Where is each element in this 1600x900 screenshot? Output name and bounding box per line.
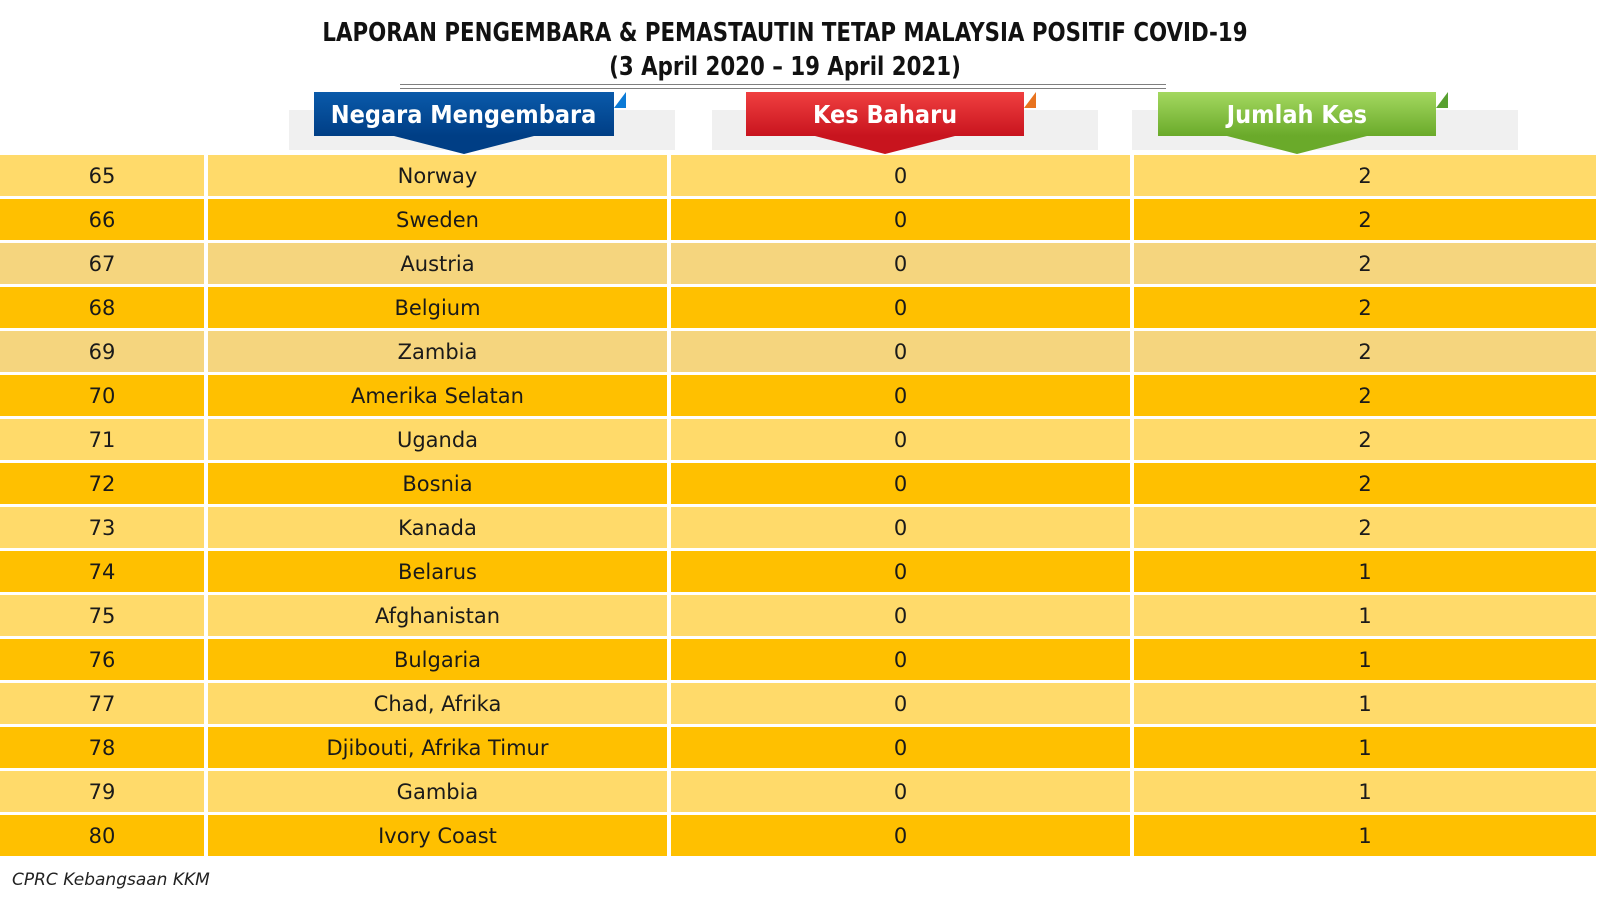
country-cell: Ivory Coast xyxy=(208,815,667,856)
country-cell: Norway xyxy=(208,155,667,196)
table-row: 79 Gambia 0 1 xyxy=(0,771,1600,812)
row-number: 66 xyxy=(0,199,204,240)
country-cell: Zambia xyxy=(208,331,667,372)
header-country-label: Negara Mengembara xyxy=(331,99,597,129)
country-cell: Sweden xyxy=(208,199,667,240)
country-cell: Uganda xyxy=(208,419,667,460)
table-row: 80 Ivory Coast 0 1 xyxy=(0,815,1600,856)
report-title-line1: LAPORAN PENGEMBARA & PEMASTAUTIN TETAP M… xyxy=(322,18,1248,48)
total-cases-cell: 1 xyxy=(1134,595,1596,636)
table-row: 68 Belgium 0 2 xyxy=(0,287,1600,328)
row-number: 77 xyxy=(0,683,204,724)
new-cases-cell: 0 xyxy=(671,419,1130,460)
row-number: 65 xyxy=(0,155,204,196)
total-cases-cell: 2 xyxy=(1134,243,1596,284)
header-country-fold xyxy=(614,92,626,108)
table-row: 75 Afghanistan 0 1 xyxy=(0,595,1600,636)
header-country: Negara Mengembara xyxy=(314,92,626,136)
country-cell: Gambia xyxy=(208,771,667,812)
country-cell: Djibouti, Afrika Timur xyxy=(208,727,667,768)
country-cell: Belarus xyxy=(208,551,667,592)
total-cases-cell: 2 xyxy=(1134,287,1596,328)
row-number: 70 xyxy=(0,375,204,416)
new-cases-cell: 0 xyxy=(671,463,1130,504)
table-row: 77 Chad, Afrika 0 1 xyxy=(0,683,1600,724)
table-row: 66 Sweden 0 2 xyxy=(0,199,1600,240)
total-cases-cell: 2 xyxy=(1134,463,1596,504)
table-row: 78 Djibouti, Afrika Timur 0 1 xyxy=(0,727,1600,768)
row-number: 69 xyxy=(0,331,204,372)
total-cases-cell: 2 xyxy=(1134,331,1596,372)
row-number: 75 xyxy=(0,595,204,636)
country-cell: Afghanistan xyxy=(208,595,667,636)
total-cases-cell: 2 xyxy=(1134,199,1596,240)
table-row: 71 Uganda 0 2 xyxy=(0,419,1600,460)
total-cases-cell: 1 xyxy=(1134,727,1596,768)
table-row: 70 Amerika Selatan 0 2 xyxy=(0,375,1600,416)
total-cases-cell: 1 xyxy=(1134,815,1596,856)
new-cases-cell: 0 xyxy=(671,243,1130,284)
new-cases-cell: 0 xyxy=(671,375,1130,416)
country-cell: Chad, Afrika xyxy=(208,683,667,724)
new-cases-cell: 0 xyxy=(671,331,1130,372)
row-number: 71 xyxy=(0,419,204,460)
new-cases-cell: 0 xyxy=(671,287,1130,328)
table-row: 74 Belarus 0 1 xyxy=(0,551,1600,592)
table-row: 69 Zambia 0 2 xyxy=(0,331,1600,372)
row-number: 67 xyxy=(0,243,204,284)
row-number: 68 xyxy=(0,287,204,328)
report-date-range: (3 April 2020 – 19 April 2021) xyxy=(609,52,961,82)
cases-table: 65 Norway 0 2 66 Sweden 0 2 67 Austria 0 2 68 Belgium… xyxy=(0,155,1600,859)
total-cases-cell: 1 xyxy=(1134,771,1596,812)
total-cases-cell: 2 xyxy=(1134,419,1596,460)
total-cases-cell: 2 xyxy=(1134,507,1596,548)
header-total-cases-label: Jumlah Kes xyxy=(1226,99,1368,129)
new-cases-cell: 0 xyxy=(671,155,1130,196)
total-cases-cell: 2 xyxy=(1134,375,1596,416)
new-cases-cell: 0 xyxy=(671,551,1130,592)
header-total-cases: Jumlah Kes xyxy=(1158,92,1448,136)
header-new-cases: Kes Baharu xyxy=(746,92,1036,136)
new-cases-cell: 0 xyxy=(671,507,1130,548)
country-cell: Belgium xyxy=(208,287,667,328)
new-cases-cell: 0 xyxy=(671,815,1130,856)
title-underline xyxy=(400,84,1166,89)
country-cell: Bulgaria xyxy=(208,639,667,680)
report-title: LAPORAN PENGEMBARA & PEMASTAUTIN TETAP M… xyxy=(0,16,1570,84)
new-cases-cell: 0 xyxy=(671,199,1130,240)
row-number: 80 xyxy=(0,815,204,856)
header-new-cases-fold xyxy=(1024,92,1036,108)
row-number: 79 xyxy=(0,771,204,812)
total-cases-cell: 1 xyxy=(1134,639,1596,680)
header-new-cases-label: Kes Baharu xyxy=(812,99,958,129)
row-number: 72 xyxy=(0,463,204,504)
country-cell: Bosnia xyxy=(208,463,667,504)
row-number: 76 xyxy=(0,639,204,680)
header-total-cases-fold xyxy=(1436,92,1448,108)
new-cases-cell: 0 xyxy=(671,683,1130,724)
new-cases-cell: 0 xyxy=(671,771,1130,812)
country-cell: Austria xyxy=(208,243,667,284)
new-cases-cell: 0 xyxy=(671,595,1130,636)
total-cases-cell: 1 xyxy=(1134,683,1596,724)
country-cell: Kanada xyxy=(208,507,667,548)
total-cases-cell: 1 xyxy=(1134,551,1596,592)
new-cases-cell: 0 xyxy=(671,727,1130,768)
country-cell: Amerika Selatan xyxy=(208,375,667,416)
row-number: 74 xyxy=(0,551,204,592)
new-cases-cell: 0 xyxy=(671,639,1130,680)
table-row: 67 Austria 0 2 xyxy=(0,243,1600,284)
row-number: 78 xyxy=(0,727,204,768)
table-row: 65 Norway 0 2 xyxy=(0,155,1600,196)
footer-source: CPRC Kebangsaan KKM xyxy=(12,870,210,890)
row-number: 73 xyxy=(0,507,204,548)
total-cases-cell: 2 xyxy=(1134,155,1596,196)
table-row: 72 Bosnia 0 2 xyxy=(0,463,1600,504)
table-row: 73 Kanada 0 2 xyxy=(0,507,1600,548)
table-row: 76 Bulgaria 0 1 xyxy=(0,639,1600,680)
